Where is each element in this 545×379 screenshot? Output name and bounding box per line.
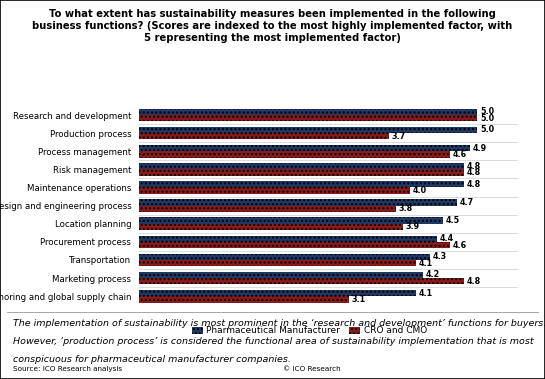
- Legend: Pharmaceutical Manufacturer, CRO and CMO: Pharmaceutical Manufacturer, CRO and CMO: [188, 323, 431, 339]
- Bar: [139, 235, 437, 242]
- Text: 4.2: 4.2: [426, 270, 440, 279]
- Text: 5.0: 5.0: [480, 107, 494, 116]
- Bar: [139, 151, 450, 158]
- Text: 4.5: 4.5: [446, 216, 460, 225]
- Text: 4.8: 4.8: [467, 277, 481, 286]
- Text: 4.7: 4.7: [459, 198, 474, 207]
- Bar: [139, 163, 464, 169]
- Text: To what extent has sustainability measures been implemented in the following
bus: To what extent has sustainability measur…: [32, 9, 513, 43]
- Text: © ICO Research: © ICO Research: [283, 366, 341, 372]
- Bar: [139, 199, 457, 205]
- Bar: [139, 218, 443, 224]
- Bar: [139, 145, 470, 151]
- Bar: [139, 205, 396, 212]
- Bar: [139, 254, 430, 260]
- Text: Source: ICO Research analysis: Source: ICO Research analysis: [13, 366, 122, 372]
- Bar: [139, 224, 403, 230]
- Bar: [139, 169, 464, 176]
- Bar: [139, 181, 464, 188]
- Bar: [139, 133, 389, 139]
- Bar: [139, 272, 423, 278]
- Text: 3.9: 3.9: [405, 222, 420, 232]
- Text: 3.8: 3.8: [399, 204, 413, 213]
- Text: 4.1: 4.1: [419, 288, 433, 298]
- Text: conspicuous for pharmaceutical manufacturer companies.: conspicuous for pharmaceutical manufactu…: [13, 355, 291, 364]
- Text: 4.0: 4.0: [412, 186, 426, 195]
- Text: 4.3: 4.3: [433, 252, 447, 261]
- Bar: [139, 296, 349, 302]
- Bar: [139, 290, 416, 296]
- Text: 4.6: 4.6: [453, 150, 467, 159]
- Text: 5.0: 5.0: [480, 114, 494, 123]
- Bar: [139, 242, 450, 248]
- Bar: [139, 278, 464, 284]
- Text: However, ‘production process’ is considered the functional area of sustainabilit: However, ‘production process’ is conside…: [13, 337, 534, 346]
- Text: 3.1: 3.1: [352, 295, 366, 304]
- Bar: [139, 188, 409, 194]
- Text: 5.0: 5.0: [480, 125, 494, 135]
- Text: 4.1: 4.1: [419, 258, 433, 268]
- Text: 4.4: 4.4: [439, 234, 453, 243]
- Text: 4.8: 4.8: [467, 168, 481, 177]
- Bar: [139, 260, 416, 266]
- Text: 4.6: 4.6: [453, 241, 467, 249]
- Bar: [139, 127, 477, 133]
- Text: 4.9: 4.9: [473, 144, 487, 153]
- Text: The implementation of sustainability is most prominent in the ‘research and deve: The implementation of sustainability is …: [13, 319, 545, 328]
- Bar: [139, 115, 477, 121]
- Text: 4.8: 4.8: [467, 180, 481, 189]
- Bar: [139, 109, 477, 115]
- Text: 3.7: 3.7: [392, 132, 406, 141]
- Text: 4.8: 4.8: [467, 162, 481, 171]
